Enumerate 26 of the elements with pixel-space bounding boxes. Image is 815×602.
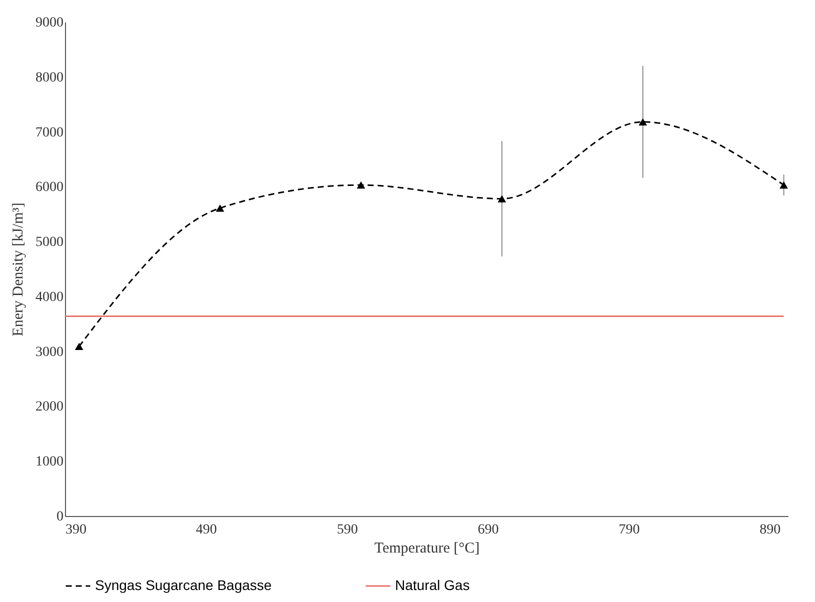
- y-tick-label: 5000: [36, 235, 64, 250]
- x-tick-label: 490: [196, 522, 217, 538]
- x-tick-label: 390: [66, 522, 86, 538]
- point: [780, 181, 788, 189]
- y-tick-label: 2000: [36, 400, 64, 415]
- x-axis-title: Temperature [°C]: [374, 540, 480, 556]
- y-tick-label: 3000: [36, 344, 64, 360]
- x-tick-label: 790: [618, 522, 640, 538]
- point: [216, 204, 224, 212]
- y-tick-label: 7000: [36, 125, 64, 140]
- y-tick-label: 1000: [36, 454, 64, 470]
- point: [74, 342, 84, 350]
- x-tick-label: 590: [336, 522, 358, 538]
- y-tick-label: 8000: [36, 70, 64, 86]
- y-axis-title: Enery Density [kJ/m³]: [10, 202, 26, 336]
- x-tick-label: 690: [478, 522, 499, 538]
- y-tick-label: 9000: [36, 16, 64, 30]
- legend-label: Natural Gas: [395, 577, 470, 593]
- y-tick-label: 4000: [36, 290, 64, 305]
- point: [356, 181, 366, 189]
- y-tick-label: 6000: [36, 180, 64, 196]
- point: [638, 118, 648, 126]
- point: [498, 195, 506, 202]
- y-tick-label: 0: [56, 510, 64, 524]
- legend-label: Syngas Sugarcane Bagasse: [95, 577, 272, 593]
- x-tick-label: 890: [760, 522, 781, 538]
